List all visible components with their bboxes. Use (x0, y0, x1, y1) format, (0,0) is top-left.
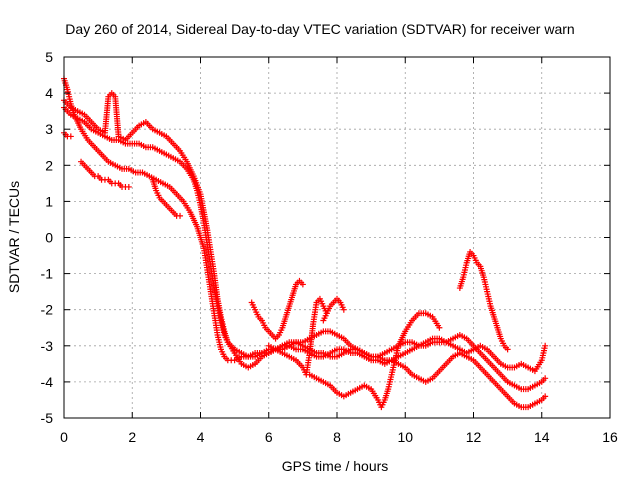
y-tick-label: 0 (45, 230, 53, 246)
x-tick-label: 2 (128, 429, 136, 445)
x-tick-label: 6 (265, 429, 273, 445)
y-tick-label: -4 (41, 374, 54, 390)
data-points (61, 75, 549, 411)
x-tick-label: 14 (534, 429, 550, 445)
y-tick-label: -2 (41, 302, 54, 318)
data-point (125, 183, 132, 190)
y-tick-label: 2 (45, 157, 53, 173)
y-tick-label: 3 (45, 121, 53, 137)
data-point (177, 212, 184, 219)
x-axis-label: GPS time / hours (282, 458, 389, 474)
x-tick-label: 12 (466, 429, 482, 445)
series-9 (306, 310, 443, 411)
y-tick-label: 5 (45, 49, 53, 65)
data-point (542, 393, 549, 400)
data-point (542, 342, 549, 349)
series-10 (320, 295, 347, 324)
data-point (67, 133, 74, 140)
chart-title: Day 260 of 2014, Sidereal Day-to-day VTE… (65, 21, 574, 37)
y-axis-label: SDTVAR / TECUs (6, 181, 22, 293)
data-point (299, 281, 306, 288)
data-point (436, 324, 443, 331)
x-tick-label: 16 (602, 429, 618, 445)
series-6 (149, 176, 184, 219)
series-8 (265, 295, 330, 378)
y-tick-label: -1 (41, 266, 54, 282)
data-point (340, 306, 347, 313)
x-tick-label: 0 (60, 429, 68, 445)
series-7 (248, 277, 306, 342)
series-2 (61, 104, 549, 393)
x-tick-label: 4 (197, 429, 205, 445)
data-point (504, 346, 511, 353)
series-3 (61, 90, 549, 411)
data-point (542, 375, 549, 382)
series-11 (456, 248, 511, 353)
y-tick-label: 4 (45, 85, 53, 101)
series-5 (78, 158, 132, 190)
y-tick-label: 1 (45, 193, 53, 209)
grid-lines (64, 57, 610, 418)
x-tick-label: 10 (397, 429, 413, 445)
x-tick-label: 8 (333, 429, 341, 445)
y-tick-label: -3 (41, 338, 54, 354)
y-tick-label: -5 (41, 410, 54, 426)
